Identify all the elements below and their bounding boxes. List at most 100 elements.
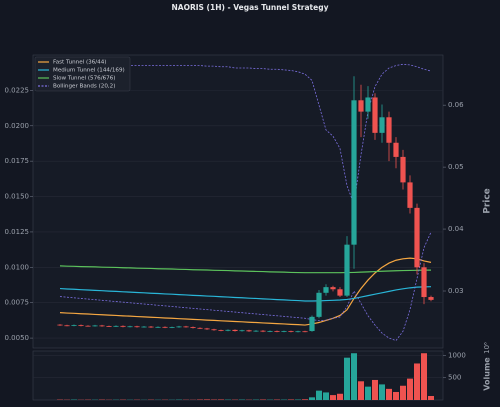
candle-body <box>225 329 231 331</box>
candle-body <box>92 325 98 327</box>
candle-body <box>211 329 217 331</box>
candle-body <box>120 325 126 327</box>
candle-body <box>204 328 210 330</box>
candle-body <box>379 117 385 133</box>
candle-body <box>414 207 420 268</box>
y2-axis-label: Price <box>483 188 493 214</box>
tick-label: 0.0100 <box>5 263 30 271</box>
volume-bar <box>330 395 336 400</box>
candle-body <box>232 329 238 332</box>
tick-label: 0.0200 <box>5 122 30 130</box>
candle-body <box>428 297 434 300</box>
chart-title: NAORIS (1H) - Vegas Tunnel Strategy <box>172 3 329 12</box>
candle-body <box>246 330 252 332</box>
price-pane <box>32 54 444 349</box>
candle-body <box>134 326 140 328</box>
candle-body <box>141 326 147 328</box>
volume-bar <box>358 381 364 400</box>
candle-body <box>302 331 308 333</box>
tick-label: 0.0050 <box>5 334 30 342</box>
candle-body <box>148 326 154 328</box>
volume-bar <box>407 378 413 400</box>
candle-body <box>113 325 119 327</box>
volume-bar <box>379 384 385 400</box>
candle-body <box>190 327 196 328</box>
candle-body <box>155 326 161 328</box>
volume-bar <box>344 357 350 400</box>
candle-body <box>344 244 350 296</box>
legend: Fast Tunnel (36/44) Medium Tunnel (144/16… <box>34 56 131 92</box>
candle-body <box>99 325 105 327</box>
candle-body <box>57 324 63 326</box>
series-line <box>59 286 432 302</box>
candle-body <box>309 316 315 332</box>
tick-label: 1000 <box>448 351 466 359</box>
candle-body <box>337 289 343 296</box>
tick-label: 0.0175 <box>5 157 30 165</box>
candle-body <box>183 326 189 328</box>
candle-body <box>176 326 182 328</box>
candle-body <box>421 267 427 298</box>
candle-body <box>162 326 168 328</box>
candle-body <box>323 287 329 293</box>
volume-scale-label: 10⁶ <box>483 342 491 354</box>
tick-label: 0.0125 <box>5 228 30 236</box>
volume-bar <box>204 399 210 400</box>
tick-label: 0.0225 <box>5 86 30 94</box>
candle-body <box>400 156 406 183</box>
series-line <box>59 257 432 326</box>
tick-label: 0.0075 <box>5 299 30 307</box>
candle-body <box>274 331 280 332</box>
candle-body <box>372 97 378 133</box>
candle-body <box>106 326 112 328</box>
volume-bar <box>393 391 399 400</box>
candle-body <box>253 330 259 332</box>
volume-bar <box>337 393 343 400</box>
candle-body <box>169 327 175 328</box>
candle-body <box>281 331 287 332</box>
volume-bar <box>421 353 427 400</box>
volume-bar <box>414 363 420 400</box>
tick-label: 0.03 <box>448 287 464 295</box>
candle-body <box>358 100 364 112</box>
volume-bar <box>302 399 308 400</box>
volume-bar <box>400 385 406 400</box>
legend-label: Medium Tunnel (144/169) <box>53 68 125 74</box>
legend-label: Slow Tunnel (576/676) <box>53 76 115 82</box>
candle-body <box>218 330 224 331</box>
tick-label: 0.0150 <box>5 193 30 201</box>
volume-bar <box>316 390 322 400</box>
candle-body <box>127 326 133 328</box>
candle-body <box>78 325 84 326</box>
volume-bar <box>323 392 329 400</box>
tick-label: 0.06 <box>448 101 464 109</box>
volume-bar <box>428 395 434 400</box>
series-line <box>59 265 431 274</box>
candle-body <box>295 331 301 333</box>
volume-bar <box>365 386 371 400</box>
volume-bar <box>386 388 392 400</box>
legend-label: Fast Tunnel (36/44) <box>53 60 106 66</box>
candle-body <box>288 331 294 332</box>
tick-label: 0.05 <box>448 163 464 171</box>
legend-label: Bollinger Bands (20,2) <box>53 84 115 90</box>
candle-body <box>351 100 357 245</box>
volume-axis-label: Volume <box>483 357 492 391</box>
candle-body <box>407 182 413 208</box>
candle-body <box>330 287 336 290</box>
tick-label: 0.04 <box>448 225 464 233</box>
volume-bar <box>372 379 378 400</box>
candle-body <box>393 142 399 157</box>
candle-body <box>267 331 273 332</box>
legend-box <box>34 56 131 92</box>
volume-bar <box>351 353 357 400</box>
candle-body <box>316 292 322 317</box>
candle-body <box>197 327 203 329</box>
candle-body <box>85 325 91 327</box>
candle-body <box>260 330 266 332</box>
candle-body <box>365 97 371 112</box>
candle-body <box>386 117 392 143</box>
tick-label: 500 <box>448 374 461 382</box>
